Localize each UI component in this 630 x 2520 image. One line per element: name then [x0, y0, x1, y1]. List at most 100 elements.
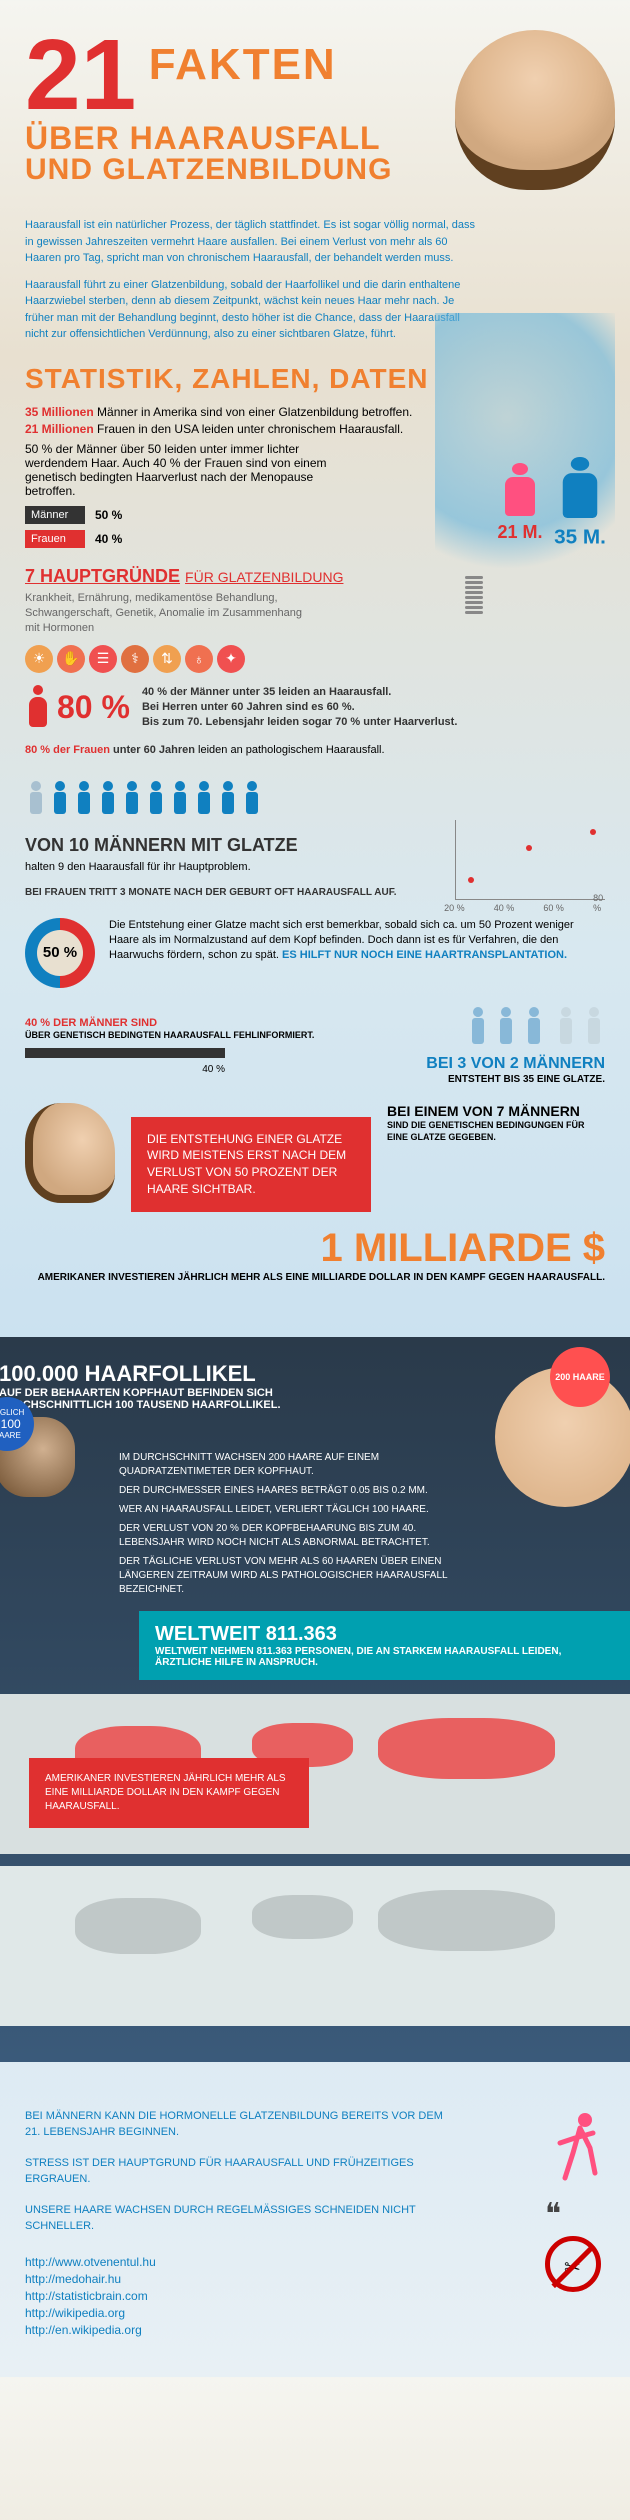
women-80-section: 80 % 40 % der Männer unter 35 leiden an …	[25, 685, 605, 731]
gruende-icons: ☀✋☰⚕⇅♁✦	[25, 645, 605, 673]
world-sub: WELTWEIT NEHMEN 811.363 PERSONEN, DIE AN…	[155, 1646, 615, 1668]
money-text: AMERIKANER INVESTIEREN JÄHRLICH MEHR ALS…	[25, 1271, 605, 1285]
men10-heading: VON 10 MÄNNERN MIT GLATZE	[25, 835, 439, 856]
gruende-heading-ext: FÜR GLATZENBILDUNG	[185, 569, 343, 585]
women80-cap-post: leiden an pathologischem Haarausfall.	[198, 744, 385, 756]
follikel-fact: DER DURCHMESSER EINES HAARES BETRÄGT 0.0…	[119, 1484, 459, 1498]
scatter-dot	[590, 829, 596, 835]
bald-head-image	[455, 30, 615, 190]
man-icon-small	[241, 780, 263, 821]
men-count-label: 35 M.	[554, 524, 606, 548]
people-icons: 21 M. 35 M.	[495, 463, 605, 543]
source-link[interactable]: http://www.otvenentul.hu	[25, 2255, 605, 2269]
follikel-fact: WER AN HAARAUSFALL LEIDET, VERLIERT TÄGL…	[119, 1503, 459, 1517]
stats-heading: STATISTIK, ZAHLEN, DATEN	[25, 363, 605, 395]
man-icon: 35 M.	[551, 457, 609, 549]
runner-section: ❝ ✂	[545, 2108, 605, 2292]
one-seven-heading: BEI EINEM VON 7 MÄNNERN	[387, 1103, 605, 1119]
gruende-icon: ☀	[25, 645, 53, 673]
scatter-xlabel: 40 %	[494, 903, 515, 913]
stat-line-2: 21 Millionen Frauen in den USA leiden un…	[25, 422, 605, 436]
runner-icon	[545, 2108, 605, 2188]
scatter-dot	[468, 877, 474, 883]
scatter-xlabel: 60 %	[543, 903, 564, 913]
donut-highlight: ES HILFT NUR NOCH EINE HAARTRANSPLANTATI…	[282, 949, 567, 961]
follikel-fact: IM DURCHSCHNITT WACHSEN 200 HAARE AUF EI…	[119, 1451, 459, 1479]
follikel-badge-200: 200 HAARE	[550, 1347, 610, 1407]
man-group2-icon	[583, 1006, 605, 1051]
man-icon-small	[217, 780, 239, 821]
dna-icon	[465, 574, 485, 644]
man-icon-small	[193, 780, 215, 821]
man-icon-small	[169, 780, 191, 821]
intro-paragraph-1: Haarausfall ist ein natürlicher Prozess,…	[25, 217, 485, 267]
sources-links: http://www.otvenentul.hu http://medohair.…	[25, 2255, 605, 2337]
hero-word: FAKTEN	[149, 40, 337, 90]
man-icon-small	[49, 780, 71, 821]
gruende-icon: ✦	[217, 645, 245, 673]
world-map-1: AMERIKANER INVESTIEREN JÄHRLICH MEHR ALS…	[0, 1694, 630, 1854]
follikel-fact: DER TÄGLICHE VERLUST VON MEHR ALS 60 HAA…	[119, 1555, 459, 1597]
gruende-icon: ⚕	[121, 645, 149, 673]
bar40-bar	[25, 1048, 225, 1058]
no-scissors-icon: ✂	[545, 2236, 601, 2292]
bar-pct-men: 50 %	[95, 508, 122, 522]
three-two-heading: BEI 3 VON 2 MÄNNERN	[426, 1055, 605, 1073]
stat-line-3: 50 % der Männer über 50 leiden unter imm…	[25, 442, 365, 498]
hero-section: 21 FAKTEN ÜBER HAARAUSFALL UND GLATZENBI…	[25, 20, 605, 207]
badge-side-bot: HAARE	[0, 1431, 21, 1440]
bar40-section: 40 % DER MÄNNER SIND ÜBER GENETISCH BEDI…	[25, 1017, 314, 1075]
man-icon-small	[73, 780, 95, 821]
follikel-section: 200 HAARE TÄGLICH - 100 HAARE 100.000 HA…	[0, 1337, 630, 2062]
man-icon-small	[145, 780, 167, 821]
donut-text: Die Entstehung einer Glatze macht sich e…	[109, 918, 605, 964]
bar-pct-women: 40 %	[95, 532, 122, 546]
trio-1	[467, 1006, 545, 1051]
final-3: UNSERE HAARE WACHSEN DURCH REGELMÄSSIGES…	[25, 2202, 445, 2235]
follikel-sub: AUF DER BEHAARTEN KOPFHAUT BEFINDEN SICH…	[0, 1387, 299, 1411]
man-group1-icon	[495, 1006, 517, 1051]
scatter-dot	[526, 845, 532, 851]
women80-cap-pre: 80 % der Frauen	[25, 744, 110, 756]
women80-l3: Bis zum 70. Lebensjahr leiden sogar 70 %…	[142, 715, 457, 730]
men10-sub: BEI FRAUEN TRITT 3 MONATE NACH DER GEBUR…	[25, 886, 439, 900]
quote-icon: ❝	[545, 2197, 605, 2232]
bar40-pct: 40 %	[25, 1064, 225, 1075]
source-link[interactable]: http://statisticbrain.com	[25, 2289, 605, 2303]
world-map-2	[0, 1866, 630, 2026]
gruende-icon: ☰	[89, 645, 117, 673]
gruende-icon: ✋	[57, 645, 85, 673]
bar-label-women: Frauen	[25, 530, 85, 548]
badge-side-mid: - 100	[0, 1417, 21, 1431]
one-seven-sub: SIND DIE GENETISCHEN BEDINGUNGEN FÜR EIN…	[387, 1119, 605, 1144]
source-link[interactable]: http://en.wikipedia.org	[25, 2323, 605, 2337]
bar-row-women: Frauen 40 %	[25, 530, 325, 548]
stat-21m-text: Frauen in den USA leiden unter chronisch…	[97, 422, 403, 436]
stat-35m-text: Männer in Amerika sind von einer Glatzen…	[97, 405, 412, 419]
badge-side-top: TÄGLICH	[0, 1408, 24, 1417]
bar40-label-num: 40 % DER MÄNNER SIND	[25, 1017, 157, 1029]
donut-chart: 50 %	[25, 918, 95, 988]
bar-label-men: Männer	[25, 506, 85, 524]
gruende-icon: ♁	[185, 645, 213, 673]
gruende-icon: ⇅	[153, 645, 181, 673]
map-callout: AMERIKANER INVESTIEREN JÄHRLICH MEHR ALS…	[29, 1758, 309, 1828]
source-link[interactable]: http://wikipedia.org	[25, 2306, 605, 2320]
stat-line-1: 35 Millionen Männer in Amerika sind von …	[25, 405, 605, 419]
women-80-pct: 80 %	[57, 689, 130, 726]
hero-number: 21	[25, 30, 136, 120]
source-link[interactable]: http://medohair.hu	[25, 2272, 605, 2286]
bar-row-men: Männer 50 %	[25, 506, 325, 524]
trio-2	[555, 1006, 605, 1051]
woman-icon: 21 M.	[495, 463, 545, 543]
man-group1-icon	[467, 1006, 489, 1051]
money-amount: 1 MILLIARDE $	[25, 1226, 605, 1271]
gruende-heading-main: 7 HAUPTGRÜNDE	[25, 566, 180, 586]
follikel-fact: DER VERLUST VON 20 % DER KOPFBEHAARUNG B…	[119, 1522, 459, 1550]
man-group2-icon	[555, 1006, 577, 1051]
man-icon-small	[121, 780, 143, 821]
woman-icon-small	[25, 685, 51, 731]
scatter-xlabel: 80 %	[593, 893, 605, 913]
gruende-heading: 7 HAUPTGRÜNDE FÜR GLATZENBILDUNG	[25, 566, 605, 587]
man-icon-small	[25, 780, 47, 821]
